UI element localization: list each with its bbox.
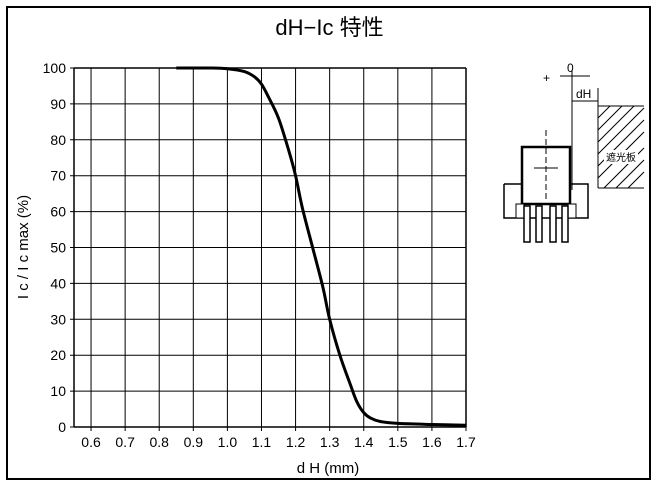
x-tick-label: 0.6 [81,434,101,450]
x-tick-label: 1.5 [388,434,408,450]
y-tick-label: 100 [43,60,67,76]
y-tick-label: 20 [50,347,66,363]
x-tick-label: 1.0 [218,434,238,450]
data-curve [176,66,467,427]
y-tick-label: 40 [50,275,66,291]
y-tick-label: 50 [50,240,66,256]
chart-title: dH−Ic 特性 [275,15,384,40]
x-tick-label: 1.7 [456,434,476,450]
plus-label: + [543,71,550,85]
shield-hatching [597,105,645,189]
x-tick-label: 0.9 [184,434,204,450]
x-tick-label: 1.6 [422,434,442,450]
y-tick-label: 10 [50,383,66,399]
y-tick-label: 0 [58,419,66,435]
y-tick-label: 90 [50,96,66,112]
x-tick-label: 0.7 [115,434,135,450]
y-tick-label: 80 [50,132,66,148]
x-tick-label: 0.8 [149,434,169,450]
y-axis-label: I c / I c max (%) [15,195,32,299]
grid [70,67,467,431]
x-tick-label: 1.3 [320,434,340,450]
y-tick-labels: 0 10 20 30 40 50 60 70 80 90 100 [43,60,67,435]
chart-frame [6,6,651,480]
y-tick-label: 30 [50,311,66,327]
dh-label: dH [576,87,591,101]
x-axis-label: d H (mm) [297,460,360,477]
shield-label: 遮光板 [606,151,636,164]
x-tick-labels: 0.6 0.7 0.8 0.9 1.0 1.1 1.2 1.3 1.4 1.5 1.6 1.7 [81,434,476,450]
x-tick-label: 1.1 [252,434,272,450]
x-tick-label: 1.4 [354,434,374,450]
x-tick-label: 1.2 [286,434,306,450]
zero-label: 0 [567,61,574,75]
y-tick-label: 60 [50,204,66,220]
sensor-schematic: 0 + dH 遮光板 [503,61,645,243]
y-tick-label: 70 [50,168,66,184]
